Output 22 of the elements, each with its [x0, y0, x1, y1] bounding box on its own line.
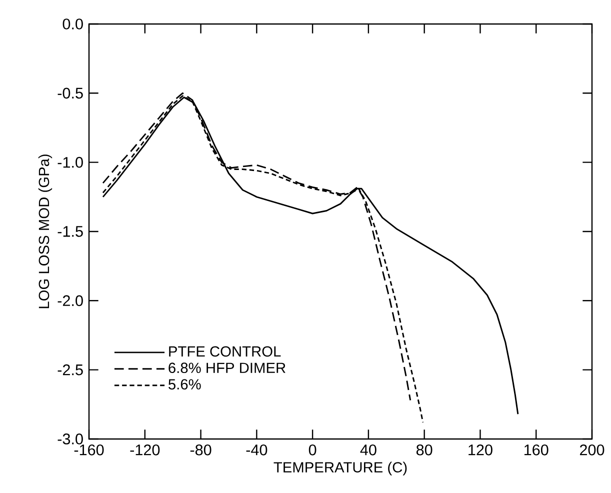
y-tick-label: -1.5 — [58, 226, 83, 237]
x-tick-label: 80 — [416, 444, 432, 456]
x-tick-label: -160 — [74, 444, 104, 456]
x-tick-label: -40 — [246, 444, 268, 456]
y-tick-label: -2.5 — [58, 364, 83, 376]
legend-label: 6.8% HFP DIMER — [168, 362, 286, 374]
x-tick-label: 120 — [468, 444, 492, 456]
x-tick-label: -80 — [190, 444, 212, 456]
x-tick-label: 40 — [360, 444, 376, 456]
y-axis-title: LOG LOSS MOD (GPa) — [38, 154, 52, 308]
legend-label: 5.6% — [168, 379, 201, 390]
x-tick-label: -120 — [130, 444, 160, 456]
y-tick-label: -1.0 — [58, 156, 83, 168]
y-tick-label: -0.5 — [58, 88, 83, 99]
x-tick-label: 160 — [524, 444, 548, 456]
y-tick-label: -2.0 — [58, 295, 83, 306]
y-tick-label: -3.0 — [58, 434, 83, 444]
y-tick-label: 0.0 — [62, 18, 83, 30]
x-tick-label: 0 — [308, 444, 316, 456]
x-tick-label: 200 — [580, 444, 604, 456]
legend-label: PTFE CONTROL — [169, 346, 281, 357]
x-axis-title: TEMPERATURE (C) — [274, 462, 407, 476]
